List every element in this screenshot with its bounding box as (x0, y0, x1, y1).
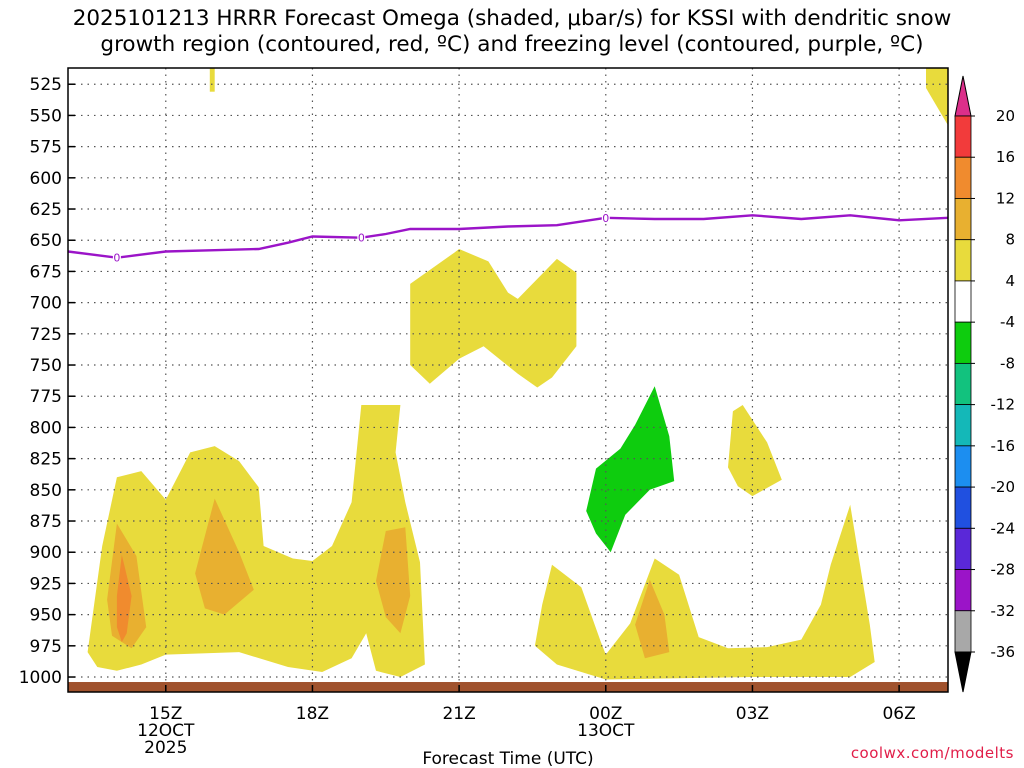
colorbar-bottom-arrow (954, 651, 972, 693)
colorbar-bin-3 (954, 239, 972, 282)
colorbar-label-1: 16 (996, 148, 1015, 166)
omega-region-10 (116, 554, 132, 643)
colorbar-label-6: -8 (1000, 354, 1015, 372)
colorbar-bin-5 (954, 321, 972, 364)
omega-region-1 (926, 68, 948, 126)
colorbar-label-5: -4 (1000, 313, 1015, 331)
ground-strip (68, 682, 948, 692)
colorbar-bin-10 (954, 527, 972, 570)
omega-region-9 (635, 579, 670, 659)
colorbar-bin-4 (954, 280, 972, 323)
y-tick-label-650: 650 (30, 231, 62, 251)
omega-shading (87, 68, 948, 680)
omega-region-3 (87, 405, 425, 677)
x-tick-sublabel-13OCT: 13OCT (577, 721, 635, 741)
colorbar-label-3: 8 (1005, 231, 1015, 249)
grid-lines (68, 68, 948, 692)
x-tick-sublabel-12OCT: 12OCT (137, 721, 195, 741)
plot-frame (67, 67, 949, 693)
colorbar-bin-2 (954, 198, 972, 241)
y-tick-label-725: 725 (30, 325, 62, 345)
freezing-level-label-bg-1 (357, 231, 366, 244)
colorbar-label-10: -24 (991, 519, 1016, 537)
omega-region-7 (195, 498, 254, 615)
omega-region-4 (534, 504, 875, 680)
y-tick-label-925: 925 (30, 574, 62, 594)
y-tick-label-700: 700 (30, 294, 62, 314)
y-tick-label-975: 975 (30, 637, 62, 657)
y-tick-label-825: 825 (30, 450, 62, 470)
omega-region-5 (728, 405, 782, 497)
omega-region-2 (410, 249, 577, 388)
colorbar: 20 16 12 8 4 -4 -8 -12 -16 -20 -24 -28 -32 -36 (954, 75, 1016, 693)
colorbar-bin-11 (954, 569, 972, 612)
y-tick-label-550: 550 (30, 106, 62, 126)
freezing-level-label-2: 0 (602, 212, 609, 225)
y-axis: 525 550 575 600 625 650 675 700 725 750 775 800 825 8… (19, 75, 75, 688)
freezing-level-label-bg-2 (601, 211, 610, 224)
colorbar-label-11: -28 (991, 561, 1016, 579)
plot-border (67, 67, 949, 693)
colorbar-bin-1 (954, 156, 972, 199)
colorbar-label-8: -16 (991, 437, 1016, 455)
omega-region-8 (376, 527, 411, 634)
y-tick-label-675: 675 (30, 262, 62, 282)
y-tick-label-850: 850 (30, 481, 62, 501)
colorbar-bin-0 (954, 115, 972, 158)
y-tick-label-1000: 1000 (19, 668, 62, 688)
colorbar-label-7: -12 (991, 396, 1016, 414)
x-tick-sublabel-2025: 2025 (144, 738, 187, 758)
x-tick-label-06Z: 06Z (882, 704, 915, 724)
freezing-level-label-0: 0 (113, 252, 120, 265)
colorbar-label-13: -36 (991, 643, 1016, 661)
freezing-level-label-1: 0 (358, 232, 365, 245)
chart-title-line2: growth region (contoured, red, ºC) and f… (100, 32, 924, 57)
x-tick-label-15Z: 15Z (149, 704, 182, 724)
colorbar-bin-12 (954, 610, 972, 653)
y-tick-label-900: 900 (30, 543, 62, 563)
x-tick-label-21Z: 21Z (442, 704, 475, 724)
colorbar-top-arrow (954, 75, 972, 117)
x-tick-label-18Z: 18Z (296, 704, 329, 724)
x-tick-label-03Z: 03Z (736, 704, 769, 724)
y-tick-label-525: 525 (30, 75, 62, 95)
y-tick-label-800: 800 (30, 418, 62, 438)
colorbar-bin-8 (954, 445, 972, 488)
y-tick-label-600: 600 (30, 169, 62, 189)
y-tick-label-775: 775 (30, 387, 62, 407)
omega-region-11 (586, 386, 675, 553)
x-tick-label-00Z: 00Z (589, 704, 622, 724)
y-tick-label-750: 750 (30, 356, 62, 376)
freezing-level-line (67, 214, 949, 259)
omega-region-0 (209, 68, 215, 92)
y-tick-label-625: 625 (30, 200, 62, 220)
x-axis-title: Forecast Time (UTC) (422, 749, 593, 768)
watermark: coolwx.com/modelts (850, 744, 1014, 762)
y-tick-label-875: 875 (30, 512, 62, 532)
colorbar-label-2: 12 (996, 189, 1015, 207)
y-tick-label-950: 950 (30, 606, 62, 626)
colorbar-bin-9 (954, 486, 972, 529)
colorbar-label-12: -32 (991, 602, 1016, 620)
chart-title: 2025101213 HRRR Forecast Omega (shaded, … (0, 6, 1024, 58)
freezing-level-label-bg-0 (112, 251, 121, 264)
colorbar-bin-7 (954, 404, 972, 447)
colorbar-label-4: 4 (1005, 272, 1015, 290)
colorbar-label-0: 20 (996, 107, 1015, 125)
colorbar-bin-6 (954, 362, 972, 406)
chart-title-line1: 2025101213 HRRR Forecast Omega (shaded, … (72, 6, 952, 31)
y-tick-label-575: 575 (30, 138, 62, 158)
colorbar-label-9: -20 (991, 478, 1016, 496)
ground-layer (68, 682, 948, 692)
freezing-level: 0 0 0 (67, 211, 949, 265)
